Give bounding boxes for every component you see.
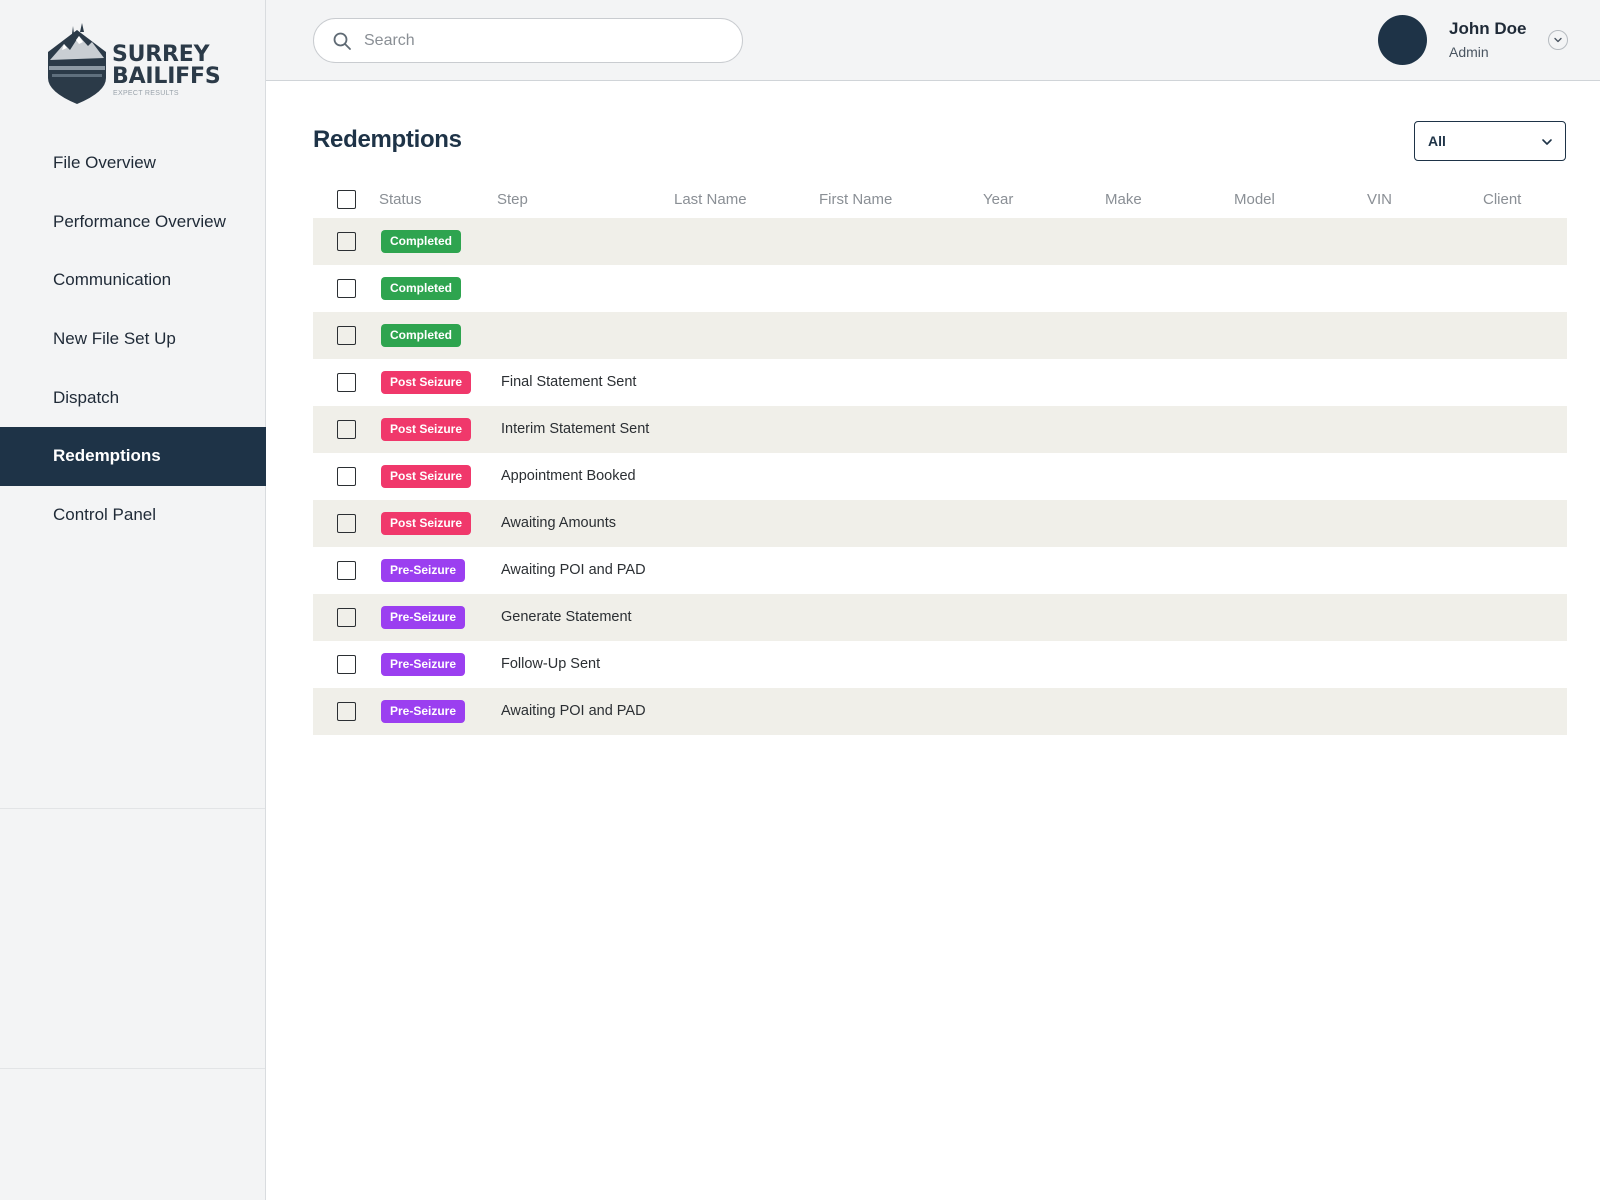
step-text: Generate Statement	[501, 609, 632, 625]
user-role: Admin	[1449, 44, 1489, 60]
row-checkbox[interactable]	[337, 467, 356, 486]
row-checkbox[interactable]	[337, 232, 356, 251]
brand-tagline: EXPECT RESULTS	[113, 90, 179, 97]
column-header-model[interactable]: Model	[1234, 191, 1275, 208]
filter-selected-value: All	[1428, 133, 1446, 149]
column-header-make[interactable]: Make	[1105, 191, 1142, 208]
row-checkbox[interactable]	[337, 514, 356, 533]
brand-name-line1: SURREY	[112, 42, 210, 67]
brand-name-line2: BAILIFFS	[112, 64, 221, 89]
row-checkbox[interactable]	[337, 655, 356, 674]
table-row[interactable]: Post Seizure Appointment Booked	[313, 453, 1567, 500]
sidebar-item-file-overview[interactable]: File Overview	[53, 153, 156, 173]
page-title: Redemptions	[313, 126, 462, 153]
user-menu-toggle[interactable]	[1548, 30, 1568, 50]
sidebar-item-dispatch[interactable]: Dispatch	[53, 387, 120, 407]
sidebar-nav: File Overview Performance Overview Commu…	[0, 134, 266, 544]
step-text: Awaiting POI and PAD	[501, 703, 646, 719]
row-checkbox[interactable]	[337, 326, 356, 345]
logo[interactable]: SURREY BAILIFFS EXPECT RESULTS	[46, 22, 221, 108]
row-checkbox[interactable]	[337, 373, 356, 392]
status-badge: Pre-Seizure	[381, 606, 466, 629]
table-row[interactable]: Pre-Seizure Awaiting POI and PAD	[313, 547, 1567, 594]
column-header-status[interactable]: Status	[379, 191, 422, 208]
status-badge: Pre-Seizure	[381, 559, 466, 582]
row-checkbox[interactable]	[337, 608, 356, 627]
status-badge: Completed	[381, 230, 462, 253]
step-text: Awaiting POI and PAD	[501, 562, 646, 578]
status-badge: Post Seizure	[381, 512, 472, 535]
column-header-last-name[interactable]: Last Name	[674, 191, 747, 208]
table-header: Status Step Last Name First Name Year Ma…	[313, 177, 1567, 218]
sidebar-divider	[0, 1068, 265, 1069]
chevron-down-icon	[1542, 139, 1552, 145]
status-badge: Post Seizure	[381, 371, 472, 394]
row-checkbox[interactable]	[337, 702, 356, 721]
table-row[interactable]: Post Seizure Awaiting Amounts	[313, 500, 1567, 547]
sidebar-item-control-panel[interactable]: Control Panel	[53, 504, 157, 524]
column-header-first-name[interactable]: First Name	[819, 191, 893, 208]
sidebar-item-new-file-set-up[interactable]: New File Set Up	[53, 329, 176, 349]
redemptions-table: Status Step Last Name First Name Year Ma…	[313, 177, 1567, 735]
avatar[interactable]	[1378, 15, 1427, 65]
table-row[interactable]: Pre-Seizure Generate Statement	[313, 594, 1567, 641]
row-checkbox[interactable]	[337, 279, 356, 298]
table-row[interactable]: Completed	[313, 312, 1567, 359]
row-checkbox[interactable]	[337, 420, 356, 439]
user-name: John Doe	[1449, 19, 1527, 38]
top-bar: John Doe Admin	[266, 0, 1600, 81]
search-input[interactable]	[364, 29, 724, 53]
sidebar-item-communication[interactable]: Communication	[53, 270, 172, 290]
status-badge: Completed	[381, 277, 462, 300]
table-row[interactable]: Pre-Seizure Awaiting POI and PAD	[313, 688, 1567, 735]
status-badge: Pre-Seizure	[381, 653, 466, 676]
table-row[interactable]: Completed	[313, 218, 1567, 265]
table-row[interactable]: Completed	[313, 265, 1567, 312]
status-badge: Pre-Seizure	[381, 700, 466, 723]
chevron-down-icon	[1554, 37, 1562, 43]
sidebar-item-performance-overview[interactable]: Performance Overview	[53, 211, 226, 231]
step-text: Appointment Booked	[501, 468, 636, 484]
status-badge: Post Seizure	[381, 465, 472, 488]
select-all-checkbox[interactable]	[337, 190, 356, 209]
search-icon	[333, 32, 351, 50]
row-checkbox[interactable]	[337, 561, 356, 580]
column-header-vin[interactable]: VIN	[1367, 191, 1393, 208]
status-filter-select[interactable]: All	[1414, 121, 1566, 161]
column-header-year[interactable]: Year	[983, 191, 1014, 208]
status-badge: Completed	[381, 324, 462, 347]
search-box[interactable]	[313, 18, 743, 63]
step-text: Interim Statement Sent	[501, 421, 650, 437]
table-row[interactable]: Post Seizure Interim Statement Sent	[313, 406, 1567, 453]
step-text: Awaiting Amounts	[501, 515, 616, 531]
column-header-client[interactable]: Client	[1483, 191, 1522, 208]
table-row[interactable]: Pre-Seizure Follow-Up Sent	[313, 641, 1567, 688]
step-text: Final Statement Sent	[501, 374, 637, 390]
table-row[interactable]: Post Seizure Final Statement Sent	[313, 359, 1567, 406]
status-badge: Post Seizure	[381, 418, 472, 441]
step-text: Follow-Up Sent	[501, 656, 601, 672]
sidebar-item-redemptions[interactable]: Redemptions	[0, 426, 266, 486]
sidebar: SURREY BAILIFFS EXPECT RESULTS File Over…	[0, 0, 266, 1200]
sidebar-divider	[0, 808, 265, 809]
column-header-step[interactable]: Step	[497, 191, 528, 208]
mountain-shield-icon	[48, 23, 106, 104]
